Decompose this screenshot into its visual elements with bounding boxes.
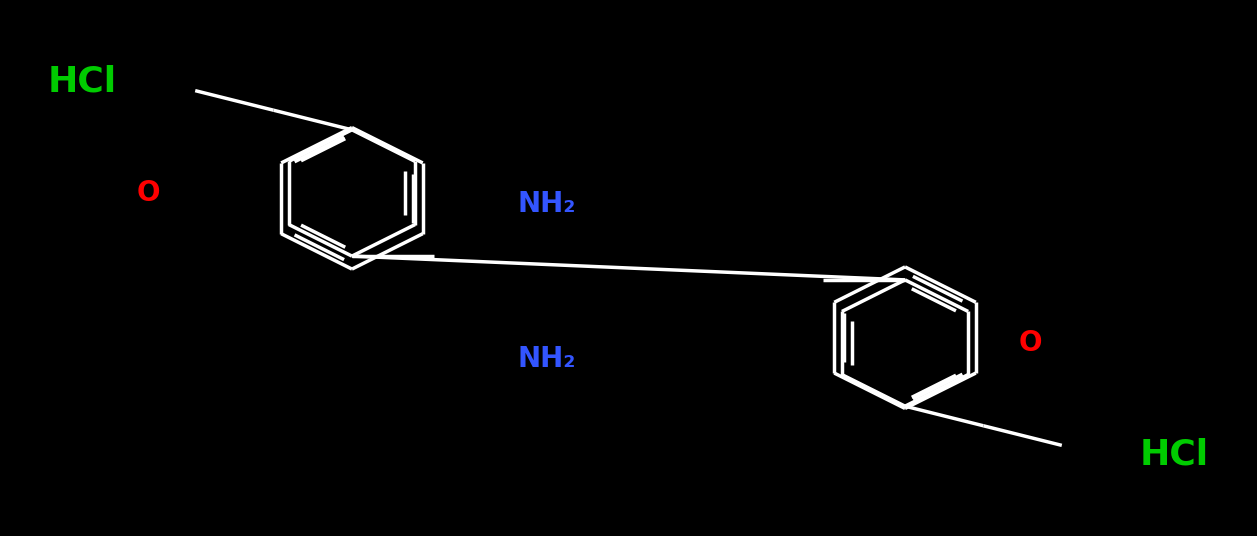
Text: HCl: HCl: [1140, 438, 1209, 472]
Text: NH₂: NH₂: [518, 345, 576, 373]
Text: NH₂: NH₂: [518, 190, 576, 218]
Text: O: O: [1019, 329, 1042, 357]
Text: HCl: HCl: [48, 64, 117, 98]
Text: O: O: [137, 179, 160, 207]
